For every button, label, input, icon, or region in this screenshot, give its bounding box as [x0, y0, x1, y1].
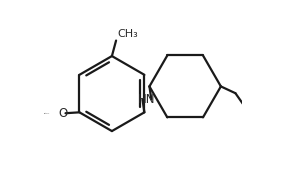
- Text: HN: HN: [138, 93, 156, 106]
- Text: O: O: [59, 107, 68, 120]
- Text: CH₃: CH₃: [117, 29, 138, 39]
- Text: methoxy: methoxy: [44, 113, 50, 114]
